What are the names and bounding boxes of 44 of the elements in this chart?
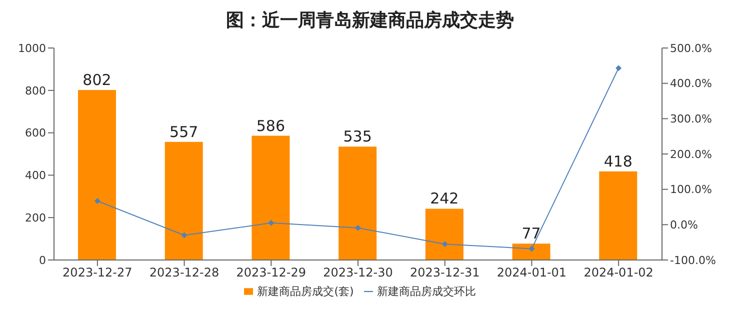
legend-label: 新建商品房成交环比 <box>376 285 476 298</box>
data-label: 557 <box>170 122 198 141</box>
point <box>616 65 622 72</box>
y-tick-label: 0 <box>39 254 46 267</box>
data-label: 242 <box>430 190 459 208</box>
bar <box>512 244 550 260</box>
y2-tick-label: 0.0% <box>670 218 698 232</box>
bar <box>425 208 464 260</box>
data-label: 535 <box>343 128 372 146</box>
point <box>528 246 535 252</box>
bar <box>164 142 203 260</box>
x-tick-label: 2023-12-30 <box>323 266 393 280</box>
y2-tick-label: 300.0% <box>670 112 712 126</box>
y-tick-label: 200 <box>25 212 46 225</box>
bar <box>338 146 377 260</box>
y-tick-label: 600 <box>25 126 46 140</box>
y2-tick-label: 100.0% <box>670 183 712 196</box>
y-tick-label: 800 <box>25 84 46 98</box>
x-tick-label: 2024-01-02 <box>584 266 654 280</box>
x-tick-label: 2023-12-29 <box>236 266 306 280</box>
data-label: 586 <box>256 116 286 135</box>
point <box>355 224 361 231</box>
x-tick-label: 2023-12-28 <box>149 266 220 280</box>
y-tick-label: 400 <box>25 169 46 182</box>
point <box>181 232 188 238</box>
legend-label: 新建商品房成交(套) <box>257 285 354 298</box>
chart-title: 图：近一周青岛新建商品房成交走势 <box>225 9 515 33</box>
bar <box>252 136 290 260</box>
x-tick-label: 2024-01-01 <box>496 266 567 280</box>
x-tick-label: 2023-12-27 <box>62 266 132 280</box>
y2-tick-label: 200.0% <box>670 148 712 161</box>
point <box>268 220 274 226</box>
bar <box>599 171 638 260</box>
x-tick-label: 2023-12-31 <box>410 266 480 280</box>
data-label: 802 <box>82 70 112 89</box>
data-label: 77 <box>522 224 541 243</box>
y2-tick-label: 500.0% <box>670 42 712 55</box>
y2-tick-label: -100.0% <box>670 254 716 267</box>
point <box>442 241 448 248</box>
y-tick-label: 1000 <box>18 42 46 55</box>
data-label: 418 <box>604 152 632 170</box>
bar <box>78 90 116 260</box>
point <box>94 198 100 204</box>
y2-tick-label: 400.0% <box>670 77 712 90</box>
